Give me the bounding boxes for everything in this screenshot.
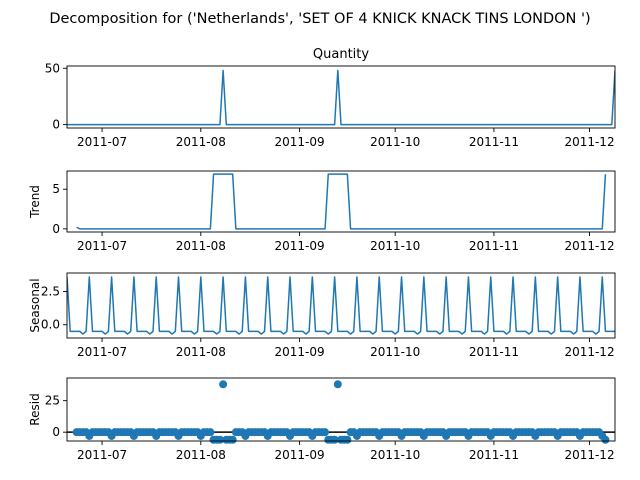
resid-point	[219, 380, 228, 389]
series-line	[67, 276, 615, 335]
x-tick-label: 2011-12	[564, 448, 614, 462]
x-tick-label: 2011-08	[176, 135, 226, 149]
series-line	[67, 69, 615, 126]
x-tick-label: 2011-07	[77, 135, 127, 149]
resid-point	[343, 435, 352, 444]
resid-point	[321, 428, 330, 437]
y-tick-label: 50	[45, 61, 60, 75]
y-axis-label: Trend	[28, 185, 42, 219]
axes-frame	[66, 272, 616, 339]
resid-point	[330, 435, 339, 444]
y-tick-label: 25	[45, 394, 60, 408]
figure-title: Decomposition for ('Netherlands', 'SET O…	[49, 11, 590, 27]
axes-frame	[66, 377, 616, 442]
x-tick-label: 2011-11	[469, 345, 519, 359]
y-axis-label: Seasonal	[28, 278, 42, 332]
x-tick-label: 2011-12	[564, 345, 614, 359]
resid-point	[601, 435, 610, 444]
x-tick-label: 2011-10	[370, 448, 420, 462]
x-tick-label: 2011-10	[370, 345, 420, 359]
x-tick-label: 2011-09	[275, 135, 325, 149]
resid-point	[333, 380, 342, 389]
x-tick-label: 2011-07	[77, 448, 127, 462]
resid-point	[228, 435, 237, 444]
x-tick-label: 2011-11	[469, 448, 519, 462]
x-tick-label: 2011-09	[275, 239, 325, 253]
panel-title: Quantity	[313, 47, 369, 62]
x-tick-label: 2011-12	[564, 135, 614, 149]
resid-point	[206, 428, 215, 437]
y-tick-label: 0	[52, 425, 60, 439]
x-tick-label: 2011-10	[370, 135, 420, 149]
x-tick-label: 2011-08	[176, 448, 226, 462]
x-tick-label: 2011-09	[275, 345, 325, 359]
panel-4: Resid 0 25 2011-07 2011-08 2011-09 2011-10 2011…	[28, 377, 616, 462]
x-tick-label: 2011-07	[77, 239, 127, 253]
y-tick-label: 5	[52, 182, 60, 196]
panel-2: Trend 0 5 2011-07 2011-08 2011-09 2011-10 2011-…	[28, 170, 616, 253]
resid-point	[215, 435, 224, 444]
y-tick-label: 2.5	[41, 285, 60, 299]
y-axis-label: Resid	[28, 393, 42, 425]
axes-frame	[66, 65, 616, 129]
x-tick-label: 2011-08	[176, 239, 226, 253]
x-tick-label: 2011-07	[77, 345, 127, 359]
y-tick-label: 0	[52, 222, 60, 236]
y-tick-label: 0	[52, 118, 60, 132]
x-tick-label: 2011-11	[469, 135, 519, 149]
y-tick-label: 0.0	[41, 318, 60, 332]
x-tick-label: 2011-11	[469, 239, 519, 253]
x-tick-label: 2011-08	[176, 345, 226, 359]
x-tick-label: 2011-09	[275, 448, 325, 462]
series-line	[76, 173, 607, 230]
panel-1: Quantity 0 50 2011-07 2011-08 2011-09 2011-10 2…	[45, 47, 616, 149]
x-tick-label: 2011-10	[370, 239, 420, 253]
axes-frame	[66, 170, 616, 233]
x-tick-label: 2011-12	[564, 239, 614, 253]
